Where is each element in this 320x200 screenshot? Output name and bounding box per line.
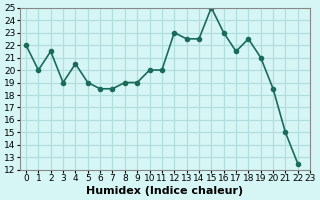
X-axis label: Humidex (Indice chaleur): Humidex (Indice chaleur) (86, 186, 244, 196)
